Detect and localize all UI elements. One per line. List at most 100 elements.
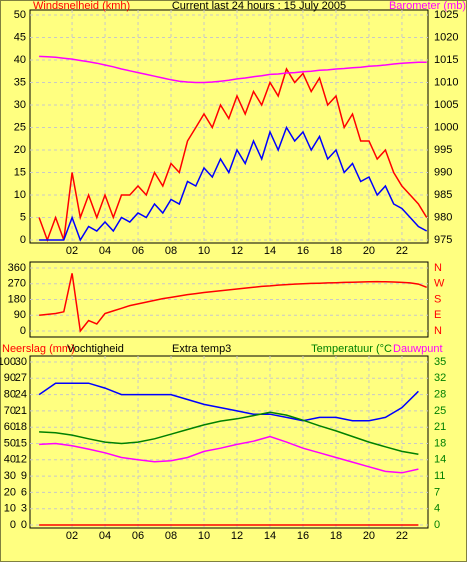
x-tick-label: 06	[132, 530, 144, 542]
y-tick-label: 70	[4, 405, 16, 417]
x-tick-label: 20	[363, 530, 375, 542]
legend-label: Neerslag (mm)	[2, 343, 75, 355]
y-tick-label: 360	[8, 262, 26, 274]
y2-tick-label: 990	[434, 166, 452, 178]
y-tick-label: 90	[14, 309, 26, 321]
y2-tick-label: 975	[434, 234, 452, 246]
y3-tick-label: 24	[15, 389, 27, 401]
y2-tick-label: 32	[434, 372, 446, 384]
x-tick-label: 10	[198, 530, 210, 542]
x-tick-label: 08	[165, 245, 177, 257]
y-tick-label: 270	[8, 278, 26, 290]
x-tick-label: 12	[231, 530, 243, 542]
y2-tick-label: 21	[434, 421, 446, 433]
y3-tick-label: 15	[15, 437, 27, 449]
series-line	[38, 67, 428, 243]
x-tick-label: 14	[264, 245, 276, 257]
y-tick-label: 0	[10, 519, 16, 531]
y-tick-label: 30	[4, 470, 16, 482]
y2-tick-label: 11	[434, 470, 445, 482]
y-tick-label: 20	[4, 486, 16, 498]
y3-tick-label: 0	[21, 519, 27, 531]
series-line	[39, 411, 419, 455]
y-axis-label: Windsnelheid (kmh)	[33, 0, 130, 12]
x-tick-label: 10	[198, 245, 210, 257]
y3-tick-label: 6	[21, 486, 27, 498]
y2-axis-label: Barometer (mb)	[389, 0, 466, 12]
x-tick-label: 16	[297, 530, 309, 542]
y2-tick-label: 0	[434, 519, 440, 531]
y-tick-label: 90	[4, 372, 16, 384]
y3-tick-label: 9	[21, 470, 27, 482]
x-tick-label: 02	[66, 245, 78, 257]
plot-frame	[29, 9, 429, 244]
y2-tick-label: 995	[434, 144, 452, 156]
y2-tick-label: E	[434, 309, 441, 321]
series-line	[39, 273, 427, 333]
y2-tick-label: 14	[434, 454, 446, 466]
y-tick-label: 15	[14, 166, 26, 178]
y2-tick-label: 4	[434, 503, 440, 515]
chart-title: Current last 24 hours : 15 July 2005	[172, 0, 346, 12]
legend-label: Vochtigheid	[67, 343, 124, 355]
y-tick-label: 40	[14, 54, 26, 66]
y-tick-label: 45	[14, 31, 26, 43]
y-tick-label: 0	[20, 234, 26, 246]
series-line	[38, 382, 419, 422]
y-tick-label: 10	[4, 503, 16, 515]
y-tick-label: 80	[4, 389, 16, 401]
y2-tick-label: 1000	[434, 121, 458, 133]
series-line	[39, 435, 419, 474]
x-tick-label: 08	[165, 530, 177, 542]
y2-tick-label: 1025	[434, 9, 458, 21]
x-tick-label: 14	[264, 530, 276, 542]
y2-tick-label: 35	[434, 356, 446, 368]
y2-tick-label: 985	[434, 189, 452, 201]
y2-tick-label: N	[434, 262, 442, 274]
y3-tick-label: 21	[15, 405, 27, 417]
y2-tick-label: 1020	[434, 31, 458, 43]
y2-tick-label: 1005	[434, 99, 458, 111]
y-tick-label: 5	[20, 211, 26, 223]
x-tick-label: 12	[231, 245, 243, 257]
y2-tick-label: S	[434, 293, 441, 305]
y-tick-label: 180	[8, 293, 26, 305]
y-tick-label: 30	[14, 99, 26, 111]
y-tick-label: 50	[4, 437, 16, 449]
x-tick-label: 18	[330, 245, 342, 257]
y3-tick-label: 12	[15, 454, 27, 466]
x-tick-label: 18	[330, 530, 342, 542]
y2-tick-label: 1015	[434, 54, 458, 66]
y3-tick-label: 30	[15, 356, 27, 368]
y2-tick-label: N	[434, 325, 442, 337]
y-tick-label: 40	[4, 454, 16, 466]
y3-tick-label: 27	[15, 372, 27, 384]
y-tick-label: 35	[14, 76, 26, 88]
plot-frame	[29, 355, 429, 529]
x-tick-label: 06	[132, 245, 144, 257]
x-tick-label: 04	[99, 530, 111, 542]
y3-axis-label: Extra temp3	[172, 343, 231, 355]
y-tick-label: 0	[20, 325, 26, 337]
y-tick-label: 25	[14, 121, 26, 133]
x-tick-label: 20	[363, 245, 375, 257]
legend-label: Temperatuur (°C	[311, 343, 392, 355]
x-tick-label: 22	[396, 530, 408, 542]
legend-label: Dauwpunt	[393, 343, 443, 355]
y2-tick-label: 28	[434, 389, 446, 401]
series-line	[39, 55, 427, 84]
y3-tick-label: 3	[21, 503, 27, 515]
y2-tick-label: W	[434, 278, 445, 290]
y3-tick-label: 18	[15, 421, 27, 433]
x-tick-label: 04	[99, 245, 111, 257]
y2-tick-label: 980	[434, 211, 452, 223]
y-tick-label: 60	[4, 421, 16, 433]
x-tick-label: 16	[297, 245, 309, 257]
y2-tick-label: 18	[434, 437, 446, 449]
series-line	[39, 125, 428, 242]
y-tick-label: 20	[14, 144, 26, 156]
x-tick-label: 02	[66, 530, 78, 542]
y2-tick-label: 25	[434, 405, 446, 417]
y-tick-label: 10	[14, 189, 26, 201]
